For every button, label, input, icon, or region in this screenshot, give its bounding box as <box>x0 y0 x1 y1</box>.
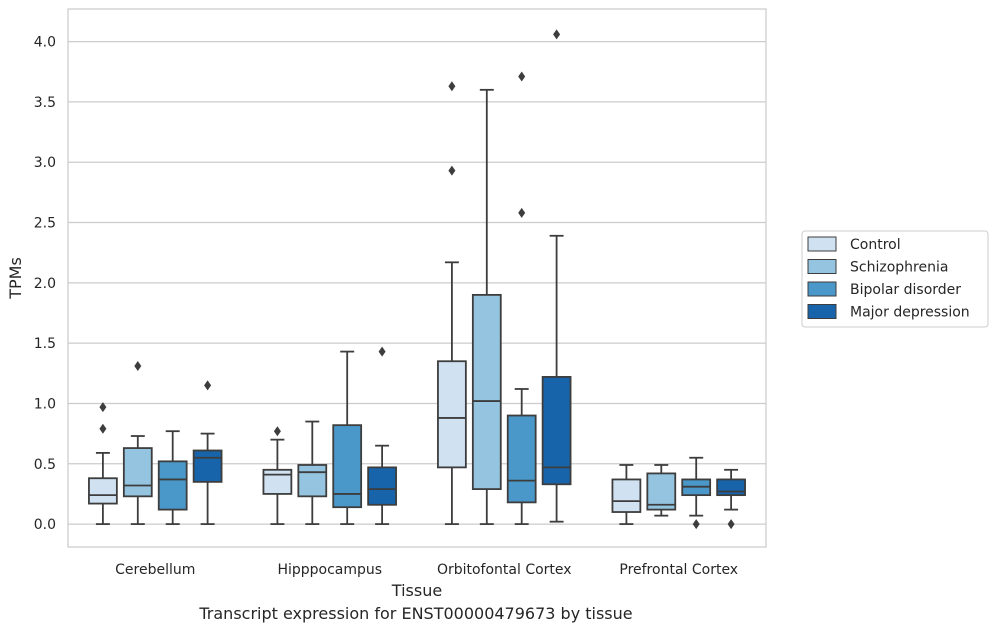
chart-caption: Transcript expression for ENST0000047967… <box>199 604 633 623</box>
outlier-marker <box>518 207 526 218</box>
box <box>716 478 746 497</box>
y-axis-label: TPMs <box>6 257 25 300</box>
box <box>367 466 397 506</box>
box <box>122 447 153 498</box>
legend-swatch <box>807 304 837 319</box>
box-plot-chart: 0.0 0.5 1.0 1.5 2.0 2.5 3.0 3.5 4.0 Cerebellum Hi… <box>6 8 989 600</box>
legend-label: Schizophrenia <box>850 260 948 276</box>
outlier-marker <box>448 81 456 92</box>
box <box>506 414 537 504</box>
box <box>332 424 363 509</box>
box <box>437 360 467 469</box>
y-tick-label: 1.0 <box>34 396 56 412</box>
x-axis-ticks: Cerebellum Hipppocampus Orbitofontal Corte… <box>115 562 738 578</box>
box <box>611 478 642 513</box>
box <box>262 468 293 495</box>
y-axis-ticks: 0.0 0.5 1.0 1.5 2.0 2.5 3.0 3.5 4.0 <box>34 35 56 534</box>
box <box>88 477 118 505</box>
y-tick-label: 4.0 <box>34 35 56 51</box>
x-tick-label: Prefrontal Cortex <box>619 562 738 578</box>
plot-frame <box>67 8 767 548</box>
y-tick-label: 0.0 <box>34 517 56 533</box>
box <box>471 293 502 490</box>
box <box>541 376 572 486</box>
legend: Control Schizophrenia Bipolar disorder Majo… <box>801 230 989 328</box>
outlier-marker <box>448 165 456 176</box>
y-tick-label: 1.5 <box>34 336 56 352</box>
legend-swatch <box>807 236 837 252</box>
legend-label: Bipolar disorder <box>850 282 961 298</box>
outlier-marker <box>378 346 386 357</box>
outlier-marker <box>99 423 107 434</box>
y-tick-label: 2.0 <box>34 276 56 292</box>
x-tick-label: Cerebellum <box>115 562 195 578</box>
outlier-marker <box>553 29 561 40</box>
y-tick-label: 3.0 <box>34 155 56 171</box>
box <box>157 460 188 511</box>
legend-swatch <box>807 281 837 297</box>
y-tick-label: 3.5 <box>34 95 56 111</box>
legend-frame <box>801 230 989 328</box>
box <box>192 449 223 483</box>
outlier-marker <box>273 426 281 437</box>
outlier-marker <box>134 361 142 372</box>
box <box>297 464 328 498</box>
outlier-marker <box>99 402 107 413</box>
x-tick-label: Orbitofontal Cortex <box>437 562 572 578</box>
y-tick-label: 2.5 <box>34 216 56 232</box>
x-tick-label: Hipppocampus <box>277 562 382 578</box>
outlier-marker <box>727 519 735 530</box>
x-axis-label: Tissue <box>391 581 442 600</box>
legend-label: Control <box>850 237 901 253</box>
box <box>646 472 677 511</box>
outlier-marker <box>204 380 212 391</box>
legend-swatch <box>807 259 837 274</box>
y-tick-label: 0.5 <box>34 457 56 473</box>
outlier-marker <box>518 71 526 82</box>
box-plot-series <box>88 29 746 530</box>
legend-label: Major depression <box>850 305 970 321</box>
outlier-marker <box>692 519 700 530</box>
